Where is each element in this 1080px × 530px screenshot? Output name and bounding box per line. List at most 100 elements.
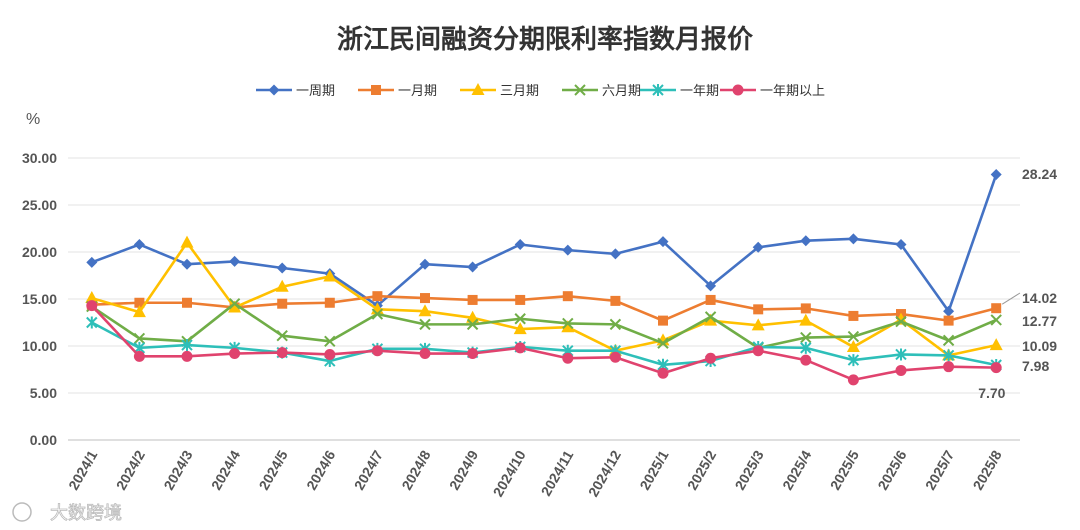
data-point — [800, 331, 812, 344]
data-point — [609, 248, 621, 260]
legend-label: 六月期 — [602, 84, 641, 99]
data-point — [324, 348, 336, 360]
data-point — [989, 338, 1003, 351]
x-tick-label: 2024/2 — [113, 447, 148, 492]
end-value-label: 10.09 — [1022, 338, 1057, 354]
x-tick-label: 2024/9 — [446, 447, 481, 492]
data-point — [847, 330, 860, 343]
x-tick-label: 2024/7 — [351, 447, 386, 492]
data-point — [229, 348, 241, 360]
data-point — [800, 341, 812, 354]
data-point — [513, 322, 527, 335]
data-point — [86, 316, 98, 329]
data-point — [228, 297, 241, 310]
data-point — [419, 348, 431, 360]
data-point — [562, 291, 573, 302]
y-tick-label: 25.00 — [22, 197, 57, 213]
legend-label: 一年期 — [680, 84, 719, 99]
y-tick-label: 10.00 — [22, 338, 57, 354]
end-value-label: 7.98 — [1022, 358, 1049, 374]
series-group — [85, 169, 1003, 386]
data-point — [562, 317, 574, 330]
data-point — [657, 337, 669, 349]
end-value-label: 14.02 — [1022, 290, 1057, 306]
x-tick-label: 2024/5 — [256, 447, 291, 492]
y-tick-label: 15.00 — [22, 291, 57, 307]
data-point — [133, 332, 146, 345]
end-value-label: 12.77 — [1022, 313, 1057, 329]
x-tick-label: 2024/6 — [303, 447, 338, 492]
data-point — [657, 236, 669, 248]
series-x — [86, 297, 1002, 354]
data-point — [658, 315, 668, 326]
data-point — [704, 313, 718, 326]
data-point — [229, 255, 241, 267]
data-point — [990, 314, 1002, 326]
data-point — [276, 262, 288, 274]
legend: 一周期 一月期 三月期 六月期 一年期 一年期以上 — [256, 83, 825, 99]
leader-line — [1001, 292, 1021, 305]
data-point — [420, 293, 430, 304]
data-point — [895, 238, 907, 250]
data-point — [471, 83, 485, 95]
series-diamond — [86, 169, 1002, 317]
data-point — [609, 318, 622, 331]
y-tick-label: 5.00 — [30, 385, 57, 401]
data-point — [990, 169, 1002, 181]
y-axis-unit: % — [26, 111, 40, 128]
legend-label: 一年期以上 — [760, 84, 825, 99]
series-line — [91, 302, 997, 350]
data-point — [466, 318, 479, 331]
data-point — [799, 313, 813, 326]
data-point — [514, 342, 526, 354]
data-point — [895, 348, 907, 361]
data-point — [419, 258, 431, 270]
x-tick-label: 2025/3 — [732, 447, 767, 492]
legend-item: 一月期 — [358, 84, 437, 99]
data-point — [732, 84, 744, 96]
data-point — [418, 304, 432, 317]
data-point — [848, 310, 859, 321]
data-point — [275, 279, 289, 292]
data-point — [181, 350, 193, 362]
x-tick-label: 2024/8 — [398, 447, 433, 492]
data-point — [276, 329, 288, 342]
legend-item: 一年期以上 — [720, 84, 825, 99]
data-point — [943, 315, 954, 326]
data-point — [180, 235, 194, 248]
data-point — [228, 300, 242, 313]
data-point — [182, 297, 192, 308]
series-line — [91, 321, 997, 367]
data-point — [371, 345, 383, 357]
data-point — [609, 351, 621, 363]
data-point — [324, 335, 336, 348]
x-tick-label: 2025/4 — [779, 447, 814, 492]
data-point — [895, 315, 907, 328]
data-point — [752, 345, 764, 357]
data-point — [323, 269, 337, 282]
chart-title: 浙江民间融资分期限利率指数月报价 — [337, 24, 754, 55]
data-point — [372, 291, 383, 302]
data-point — [800, 303, 811, 314]
data-point — [847, 354, 860, 367]
data-point — [943, 305, 955, 317]
end-labels: 28.24 14.02 12.77 10.09 7.98 7.70 — [978, 166, 1057, 401]
legend-label: 三月期 — [500, 84, 539, 99]
data-point — [800, 354, 812, 366]
series-square — [86, 291, 1002, 326]
data-point — [562, 244, 574, 256]
data-point — [467, 348, 479, 360]
legend-item: 六月期 — [562, 84, 641, 99]
watermark-text: 大数跨境 — [50, 503, 122, 524]
data-point — [895, 364, 907, 376]
data-point — [752, 241, 764, 253]
data-point — [86, 256, 98, 268]
data-point — [268, 84, 280, 96]
data-point — [704, 311, 717, 323]
series-line — [91, 174, 998, 313]
x-tick-label: 2024/11 — [538, 447, 577, 498]
x-tick-label: 2025/2 — [684, 447, 719, 492]
x-tick-label: 2024/1 — [65, 447, 100, 492]
data-point — [277, 298, 288, 309]
